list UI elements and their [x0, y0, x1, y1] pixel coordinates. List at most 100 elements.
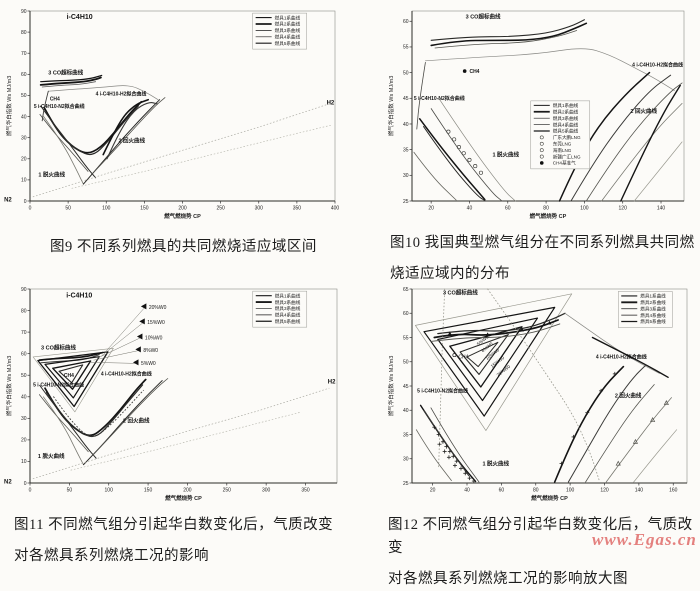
svg-text:燃具1系曲线: 燃具1系曲线 [553, 102, 579, 109]
figure-12-caption-line1: 图12 不同燃气组分引起华白数变化后，气质改变 [388, 517, 693, 556]
svg-text:0: 0 [29, 488, 32, 494]
svg-text:8%W0: 8%W0 [143, 348, 158, 354]
svg-text:海南LNG: 海南LNG [553, 147, 572, 154]
svg-text:燃气燃烧势 CP: 燃气燃烧势 CP [531, 494, 568, 502]
svg-text:3 CO超标曲线: 3 CO超标曲线 [41, 343, 76, 351]
svg-text:40: 40 [467, 206, 473, 212]
svg-text:50: 50 [403, 70, 409, 76]
svg-text:5 i-C4H10-N2拟合曲线: 5 i-C4H10-N2拟合曲线 [34, 103, 85, 110]
svg-text:燃具2系曲线: 燃具2系曲线 [275, 21, 301, 28]
svg-text:80: 80 [533, 488, 539, 494]
svg-text:50: 50 [21, 93, 27, 99]
fig12-plot-group: 20 40 60 80 100 120 140 160 25 30 35 40 45 50 55 60 65 燃气… [387, 287, 688, 502]
figure-12-caption-line2: 对各燃具系列燃烧工况的影响放大图 [388, 571, 628, 587]
svg-text:40: 40 [403, 408, 409, 414]
svg-text:4 i-C4H10-H2拟合曲线: 4 i-C4H10-H2拟合曲线 [101, 370, 152, 377]
figure-9: 0 50 100 150 200 250 300 350 400 0 10 20 30 40 50 60 70 8… [4, 6, 342, 259]
svg-text:40: 40 [403, 122, 409, 128]
svg-text:70: 70 [21, 330, 27, 336]
svg-text:70: 70 [21, 51, 27, 57]
svg-text:1 脱火曲线: 1 脱火曲线 [38, 170, 65, 178]
svg-text:60: 60 [403, 19, 409, 25]
svg-text:60: 60 [21, 351, 27, 357]
svg-text:200: 200 [178, 206, 187, 212]
svg-text:燃具5系曲线: 燃具5系曲线 [640, 318, 666, 325]
svg-text:30: 30 [403, 173, 409, 179]
figure-12: 20 40 60 80 100 120 140 160 25 30 35 40 45 50 55 60 65 燃气… [386, 284, 700, 591]
svg-text:80: 80 [21, 30, 27, 36]
svg-text:350: 350 [301, 488, 310, 494]
svg-text:100: 100 [580, 206, 589, 212]
svg-text:20: 20 [21, 157, 27, 163]
svg-text:20%W0: 20%W0 [496, 364, 512, 378]
svg-text:140: 140 [657, 206, 666, 212]
svg-text:200: 200 [183, 488, 192, 494]
svg-text:N2: N2 [4, 198, 12, 204]
svg-text:N2: N2 [4, 480, 12, 486]
svg-text:100: 100 [102, 206, 111, 212]
svg-text:15%W0: 15%W0 [147, 320, 165, 326]
svg-text:燃具2系曲线: 燃具2系曲线 [275, 299, 301, 306]
svg-text:CH4: CH4 [458, 355, 468, 361]
svg-text:80: 80 [21, 308, 27, 314]
fig9-plot-group: 0 50 100 150 200 250 300 350 400 0 10 20 30 40 50 60 70 8… [4, 9, 339, 220]
svg-text:3 CO超标曲线: 3 CO超标曲线 [466, 12, 501, 20]
svg-text:50: 50 [403, 360, 409, 366]
svg-text:25: 25 [403, 199, 409, 205]
svg-text:i-C4H10: i-C4H10 [66, 292, 92, 299]
svg-text:4 i-C4H10-H2拟合曲线: 4 i-C4H10-H2拟合曲线 [596, 354, 647, 361]
scanned-paper-figures-page: { "page": { "watermark": { "text": "www.… [4, 6, 697, 587]
svg-text:燃具4系曲线: 燃具4系曲线 [640, 312, 666, 319]
svg-text:90: 90 [21, 287, 27, 293]
svg-text:CH4: CH4 [50, 96, 60, 102]
svg-text:10%W0: 10%W0 [145, 335, 163, 341]
svg-text:350: 350 [293, 206, 302, 212]
svg-text:300: 300 [255, 206, 264, 212]
egas-watermark: www.Egas.cn [592, 530, 697, 549]
svg-text:250: 250 [216, 206, 225, 212]
svg-text:45: 45 [403, 384, 409, 390]
svg-text:燃具1系曲线: 燃具1系曲线 [275, 14, 301, 21]
svg-text:燃气华白指数 Ws MJ/m3: 燃气华白指数 Ws MJ/m3 [5, 76, 13, 137]
svg-text:燃具3系曲线: 燃具3系曲线 [275, 305, 301, 312]
svg-text:20: 20 [428, 206, 434, 212]
svg-text:燃气燃烧势 CP: 燃气燃烧势 CP [530, 212, 567, 220]
svg-text:140: 140 [635, 488, 644, 494]
svg-text:0: 0 [24, 199, 27, 205]
svg-text:CH4基准气: CH4基准气 [553, 160, 576, 167]
svg-text:0: 0 [29, 206, 32, 212]
svg-text:65: 65 [403, 287, 409, 293]
svg-text:H2: H2 [328, 379, 336, 385]
svg-text:40: 40 [21, 114, 27, 120]
svg-text:燃具4系曲线: 燃具4系曲线 [275, 312, 301, 319]
svg-text:30: 30 [21, 416, 27, 422]
svg-text:1 脱火曲线: 1 脱火曲线 [38, 452, 65, 460]
svg-text:60: 60 [21, 72, 27, 78]
svg-text:2 回火曲线: 2 回火曲线 [630, 107, 657, 115]
svg-text:东莞LNG: 东莞LNG [553, 140, 572, 147]
svg-text:1 脱火曲线: 1 脱火曲线 [492, 151, 519, 159]
svg-text:燃具4系曲线: 燃具4系曲线 [275, 34, 301, 41]
svg-text:H2: H2 [327, 101, 335, 107]
figure-9-caption: 图9 不同系列燃具的共同燃烧适应域区间 [50, 239, 317, 255]
figure-12-chart: 20 40 60 80 100 120 140 160 25 30 35 40 45 50 55 60 65 燃气… [386, 284, 694, 506]
figure-9-chart: 0 50 100 150 200 250 300 350 400 0 10 20 30 40 50 60 70 8… [4, 6, 342, 224]
svg-text:55: 55 [403, 335, 409, 341]
svg-text:4 i-C4H10-H2拟合曲线: 4 i-C4H10-H2拟合曲线 [632, 62, 683, 69]
svg-text:2 回火曲线: 2 回火曲线 [615, 392, 642, 400]
svg-text:5 i-C4H10-N2拟合曲线: 5 i-C4H10-N2拟合曲线 [417, 388, 468, 395]
svg-text:5 i-C4H10-N2拟合曲线: 5 i-C4H10-N2拟合曲线 [33, 382, 84, 389]
svg-text:20: 20 [21, 438, 27, 444]
svg-text:100: 100 [105, 488, 114, 494]
svg-text:燃具3系曲线: 燃具3系曲线 [275, 27, 301, 34]
svg-text:新疆广汇LNG: 新疆广汇LNG [553, 153, 581, 160]
svg-text:4 i-C4H10-H2拟合曲线: 4 i-C4H10-H2拟合曲线 [96, 91, 147, 98]
figure-10-caption-line2: 烧适应域内的分布 [390, 266, 510, 282]
svg-text:燃气华白指数 Ws MJ/m3: 燃气华白指数 Ws MJ/m3 [387, 356, 395, 417]
svg-text:CH4: CH4 [469, 69, 479, 75]
svg-text:燃具5系曲线: 燃具5系曲线 [275, 40, 301, 47]
fig10-legend: 燃具1系曲线燃具2系曲线燃具3系曲线燃具4系曲线燃具5系曲线广东大鹏LNG东莞L… [530, 100, 591, 170]
